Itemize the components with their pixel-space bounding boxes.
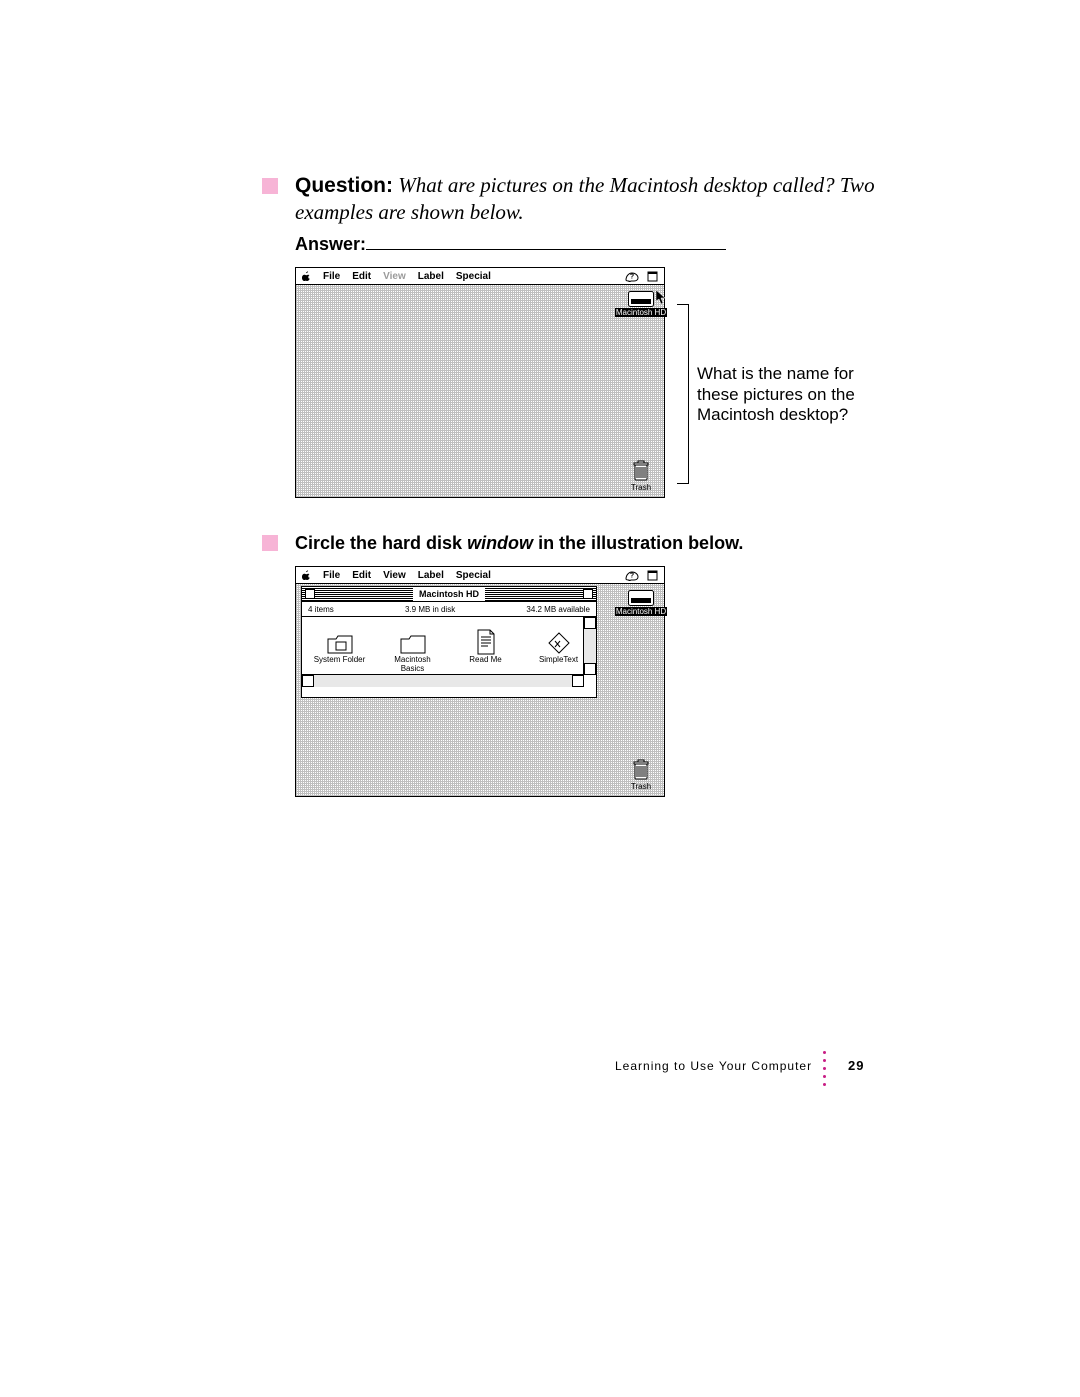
trash-icon-1: Trash — [611, 460, 671, 492]
hd-icon-1-label: Macintosh HD — [615, 308, 667, 317]
trash-1-label: Trash — [611, 483, 671, 492]
menu-view: View — [383, 271, 406, 282]
finder-scrollbar-h — [302, 674, 584, 687]
finder-item-label: SimpleText — [531, 655, 586, 664]
menubar-1: File Edit View Label Special ? — [296, 268, 664, 285]
finder-item-label: Read Me — [458, 655, 513, 664]
menu2-file: File — [323, 570, 340, 581]
finder-item: Macintosh Basics — [385, 627, 440, 673]
mac-desktop-1: File Edit View Label Special ? Macintosh… — [295, 267, 665, 498]
finder-item: System Folder — [312, 627, 367, 673]
menu-label: Label — [418, 271, 444, 282]
instruction-italic: window — [467, 533, 533, 553]
bullet-2 — [262, 535, 278, 551]
app-switch-icon-2 — [647, 570, 658, 581]
finder-disk-used: 3.9 MB in disk — [405, 605, 455, 614]
app-icon — [531, 627, 586, 655]
instruction-post: in the illustration below. — [533, 533, 743, 553]
folder-icon — [385, 627, 440, 655]
finder-item: SimpleText — [531, 627, 586, 673]
hd-icon-2: Macintosh HD — [611, 590, 671, 616]
trash-icon-2: Trash — [611, 759, 671, 791]
app-switch-icon — [647, 271, 658, 282]
answer-line: Answer: — [295, 234, 726, 255]
scroll-left-icon — [302, 675, 314, 687]
scroll-up-icon — [584, 617, 596, 629]
svg-text:?: ? — [630, 572, 634, 579]
finder-item: Read Me — [458, 627, 513, 673]
finder-grow-box — [583, 674, 596, 687]
menu2-edit: Edit — [352, 570, 371, 581]
document-icon — [458, 627, 513, 655]
help-icon: ? — [625, 271, 639, 282]
menu-file: File — [323, 271, 340, 282]
finder-items-count: 4 items — [308, 605, 334, 614]
answer-label: Answer: — [295, 234, 366, 254]
menu-special: Special — [456, 271, 491, 282]
finder-info-bar: 4 items 3.9 MB in disk 34.2 MB available — [302, 602, 596, 617]
svg-text:?: ? — [630, 273, 634, 280]
footer-dots — [823, 1051, 826, 1086]
finder-titlebar: Macintosh HD — [302, 587, 596, 602]
bullet-1 — [262, 178, 278, 194]
page: Question: What are pictures on the Macin… — [0, 0, 1080, 1397]
finder-disk-avail: 34.2 MB available — [526, 605, 590, 614]
mac-desktop-2: File Edit View Label Special ? Macintosh… — [295, 566, 665, 797]
apple-menu-icon — [302, 271, 311, 281]
finder-scrollbar-v — [583, 617, 596, 675]
finder-window: Macintosh HD 4 items 3.9 MB in disk 34.2… — [301, 586, 597, 698]
help-icon-2: ? — [625, 570, 639, 581]
instruction-pre: Circle the hard disk — [295, 533, 467, 553]
folder-icon — [312, 627, 367, 655]
callout-text: What is the name for these pictures on t… — [697, 364, 882, 426]
callout-leader — [688, 304, 689, 483]
instruction-text: Circle the hard disk window in the illus… — [295, 533, 743, 554]
question-label: Question: — [295, 174, 393, 197]
hd-icon-2-label: Macintosh HD — [615, 607, 667, 616]
question-text: Question: What are pictures on the Macin… — [295, 172, 885, 226]
menu2-label: Label — [418, 570, 444, 581]
menubar-2: File Edit View Label Special ? — [296, 567, 664, 584]
finder-item-label: Macintosh Basics — [385, 655, 440, 673]
finder-title: Macintosh HD — [413, 587, 485, 601]
finder-item-label: System Folder — [312, 655, 367, 664]
finder-zoom-box — [583, 589, 593, 599]
finder-body: System Folder Macintosh Basics Read Me S… — [302, 617, 596, 687]
apple-menu-icon-2 — [302, 570, 311, 580]
menu2-view: View — [383, 570, 406, 581]
menu-edit: Edit — [352, 271, 371, 282]
footer-text: Learning to Use Your Computer — [615, 1059, 812, 1073]
trash-2-label: Trash — [611, 782, 671, 791]
answer-blank[interactable] — [366, 249, 726, 250]
finder-close-box — [305, 589, 315, 599]
menu2-special: Special — [456, 570, 491, 581]
page-number: 29 — [848, 1058, 864, 1073]
